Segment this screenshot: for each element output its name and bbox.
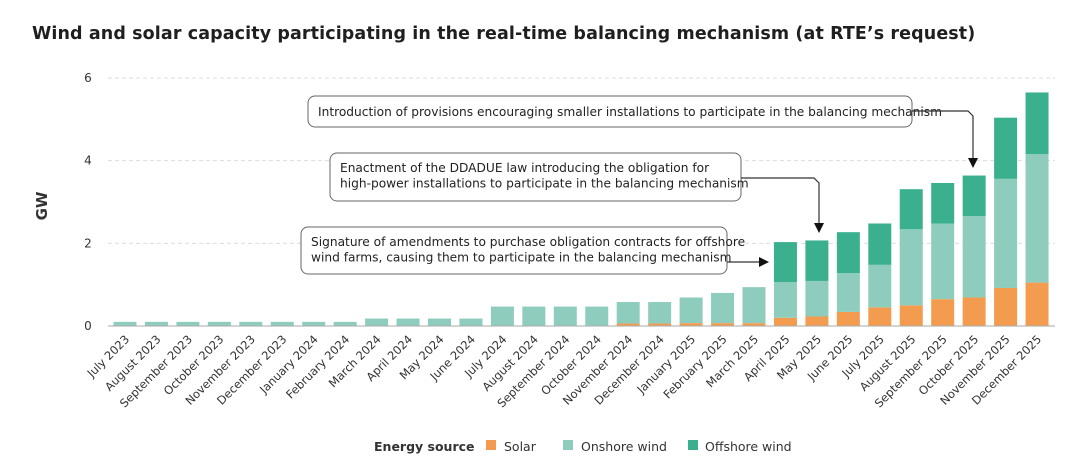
legend-swatch-offshore bbox=[688, 440, 698, 450]
legend-title: Energy source bbox=[374, 439, 475, 454]
y-tick-label: 6 bbox=[84, 71, 92, 85]
bar-onshore-wind-march-2025 bbox=[742, 287, 766, 324]
bar-onshore-wind-december-2023 bbox=[270, 321, 294, 326]
bar-onshore-wind-april-2025 bbox=[773, 282, 797, 318]
bar-solar-november-2024 bbox=[616, 323, 640, 326]
annotation-connector bbox=[912, 110, 974, 160]
arrowhead-icon bbox=[968, 158, 978, 168]
bar-solar-december-2025 bbox=[1025, 282, 1049, 326]
annotation-box bbox=[300, 226, 728, 275]
legend-swatch-solar bbox=[486, 440, 496, 450]
bar-offshore-wind-august-2025 bbox=[899, 189, 923, 230]
bar-onshore-wind-april-2024 bbox=[396, 318, 420, 326]
bar-onshore-wind-february-2025 bbox=[711, 292, 735, 324]
y-tick-label: 0 bbox=[84, 319, 92, 333]
bar-solar-august-2025 bbox=[899, 305, 923, 326]
annotation-text: Signature of amendments to purchase obli… bbox=[311, 235, 745, 249]
bar-onshore-wind-january-2024 bbox=[302, 321, 326, 326]
y-axis-ticks: 0 2 4 6 bbox=[84, 71, 92, 333]
bar-onshore-wind-march-2024 bbox=[365, 318, 389, 326]
annotation-text: Enactment of the DDADUE law introducing … bbox=[340, 161, 710, 175]
bar-onshore-wind-august-2025 bbox=[899, 229, 923, 306]
bar-onshore-wind-september-2023 bbox=[176, 321, 200, 326]
bar-onshore-wind-may-2025 bbox=[805, 280, 829, 317]
annotation-connector bbox=[741, 177, 820, 225]
legend-swatch-onshore bbox=[563, 440, 573, 450]
legend-label-offshore: Offshore wind bbox=[705, 439, 792, 454]
bar-onshore-wind-july-2023 bbox=[113, 321, 137, 326]
legend-label-solar: Solar bbox=[504, 439, 537, 454]
annotation-3: Signature of amendments to purchase obli… bbox=[300, 226, 769, 275]
bar-solar-december-2024 bbox=[648, 323, 672, 326]
bar-onshore-wind-june-2025 bbox=[836, 273, 860, 312]
bar-onshore-wind-september-2025 bbox=[931, 223, 955, 300]
bar-offshore-wind-may-2025 bbox=[805, 240, 829, 281]
bar-solar-february-2025 bbox=[711, 323, 735, 326]
arrowhead-icon bbox=[814, 223, 824, 233]
y-tick-label: 2 bbox=[84, 236, 92, 250]
bar-offshore-wind-october-2025 bbox=[962, 175, 986, 217]
gridlines bbox=[108, 77, 1055, 244]
bar-onshore-wind-november-2024 bbox=[616, 302, 640, 324]
y-tick-label: 4 bbox=[84, 154, 92, 168]
annotation-text: Introduction of provisions encouraging s… bbox=[318, 105, 942, 119]
bar-onshore-wind-july-2025 bbox=[868, 264, 892, 308]
bar-offshore-wind-december-2025 bbox=[1025, 92, 1049, 155]
bar-onshore-wind-november-2023 bbox=[239, 321, 263, 326]
annotation-text: high-power installations to participate … bbox=[340, 177, 749, 191]
annotation-1: Introduction of provisions encouraging s… bbox=[307, 95, 978, 168]
bar-onshore-wind-october-2024 bbox=[585, 306, 609, 326]
chart-title: Wind and solar capacity participating in… bbox=[32, 24, 976, 44]
bar-onshore-wind-september-2024 bbox=[553, 306, 577, 326]
bar-onshore-wind-august-2023 bbox=[144, 321, 168, 326]
bar-offshore-wind-september-2025 bbox=[931, 182, 955, 224]
annotations: Introduction of provisions encouraging s… bbox=[300, 95, 978, 275]
bar-offshore-wind-april-2025 bbox=[773, 242, 797, 283]
legend-label-onshore: Onshore wind bbox=[581, 439, 667, 454]
bar-solar-january-2025 bbox=[679, 323, 703, 326]
bar-solar-july-2025 bbox=[868, 307, 892, 326]
bar-onshore-wind-december-2025 bbox=[1025, 154, 1049, 283]
legend: Energy source Solar Onshore wind Offshor… bbox=[374, 439, 792, 454]
bar-offshore-wind-november-2025 bbox=[994, 117, 1018, 179]
bar-onshore-wind-june-2024 bbox=[459, 318, 483, 326]
y-axis-label: GW bbox=[33, 191, 51, 220]
bar-onshore-wind-july-2024 bbox=[490, 306, 514, 326]
bar-solar-november-2025 bbox=[994, 287, 1018, 326]
bar-onshore-wind-february-2024 bbox=[333, 321, 357, 326]
bar-solar-september-2025 bbox=[931, 299, 955, 326]
bar-offshore-wind-july-2025 bbox=[868, 223, 892, 265]
bar-onshore-wind-december-2024 bbox=[648, 302, 672, 324]
bar-offshore-wind-june-2025 bbox=[836, 232, 860, 274]
bar-solar-october-2025 bbox=[962, 297, 986, 326]
bar-onshore-wind-may-2024 bbox=[428, 318, 451, 326]
bar-solar-june-2025 bbox=[836, 311, 860, 326]
bar-solar-may-2025 bbox=[805, 316, 829, 326]
bar-onshore-wind-november-2025 bbox=[994, 178, 1018, 288]
bars bbox=[113, 92, 1049, 326]
bar-onshore-wind-october-2025 bbox=[962, 216, 986, 298]
bar-onshore-wind-october-2023 bbox=[207, 321, 231, 326]
arrowhead-icon bbox=[759, 257, 769, 267]
bar-solar-april-2025 bbox=[773, 317, 797, 326]
bar-onshore-wind-january-2025 bbox=[679, 297, 703, 324]
annotation-box bbox=[329, 152, 742, 202]
annotation-text: wind farms, causing them to participate … bbox=[311, 251, 732, 265]
bar-solar-march-2025 bbox=[742, 323, 766, 326]
bar-onshore-wind-august-2024 bbox=[522, 306, 546, 326]
annotation-2: Enactment of the DDADUE law introducing … bbox=[329, 152, 824, 233]
